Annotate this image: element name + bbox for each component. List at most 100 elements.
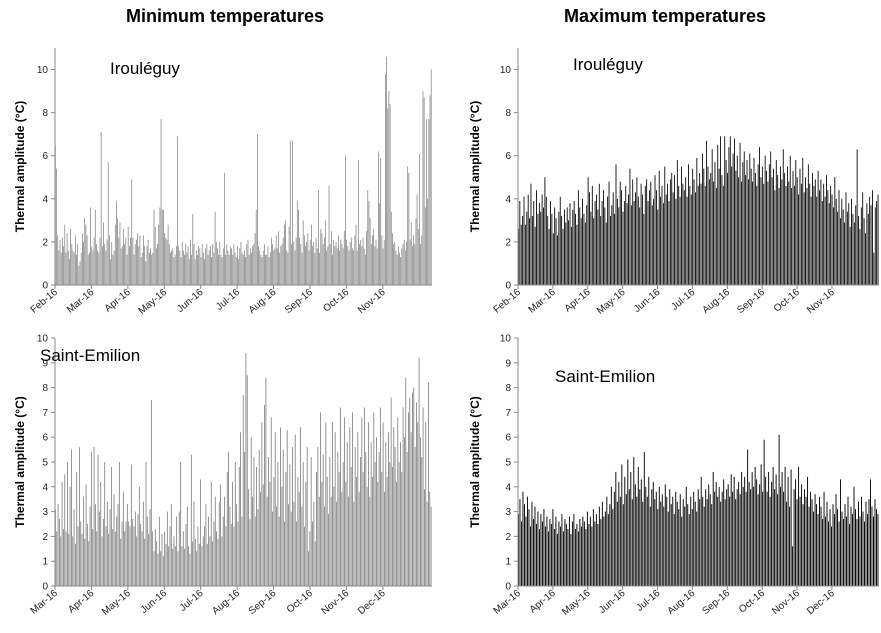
bar <box>540 211 542 285</box>
bar <box>59 239 61 285</box>
bar <box>232 254 234 285</box>
bar <box>873 252 875 285</box>
x-tick-label: Aug-16 <box>247 287 279 316</box>
bar <box>750 168 752 285</box>
bar <box>726 489 728 586</box>
bar <box>771 481 773 586</box>
bar <box>114 224 116 285</box>
bar <box>589 516 591 586</box>
bar <box>650 181 652 285</box>
bar <box>394 241 396 285</box>
bar <box>301 252 303 285</box>
bar <box>194 538 196 586</box>
bar <box>248 254 250 285</box>
bar <box>804 489 806 586</box>
bar <box>715 188 717 285</box>
bar <box>392 233 393 285</box>
y-tick-label: 0 <box>42 582 48 593</box>
bar <box>612 509 614 586</box>
bar <box>863 218 865 285</box>
bar <box>66 462 68 586</box>
bar <box>636 177 638 285</box>
bar <box>161 209 163 285</box>
bar <box>780 486 782 586</box>
bar <box>796 177 798 285</box>
bar <box>150 248 151 285</box>
bar <box>242 254 244 285</box>
bar <box>631 499 633 586</box>
bar <box>106 239 108 285</box>
bar <box>869 196 871 285</box>
bar <box>368 422 369 586</box>
bar <box>273 250 275 285</box>
bar <box>170 252 171 285</box>
bar <box>338 471 340 586</box>
bar <box>113 250 115 285</box>
bar <box>337 452 339 586</box>
bar <box>282 449 284 586</box>
bar <box>843 519 844 586</box>
bar <box>834 177 836 285</box>
bar <box>382 248 384 285</box>
bar <box>221 256 223 285</box>
bar <box>660 196 662 285</box>
bar <box>598 183 600 285</box>
bar <box>347 246 349 285</box>
bar <box>523 196 525 285</box>
bar <box>109 235 110 285</box>
bar <box>661 185 663 285</box>
bar <box>196 551 198 586</box>
bar <box>321 233 323 285</box>
bar <box>720 136 721 285</box>
bar <box>296 200 298 285</box>
bar <box>182 531 184 586</box>
bar-series <box>518 434 879 586</box>
bar <box>422 91 424 285</box>
bar <box>213 521 215 586</box>
bar <box>234 462 236 586</box>
bar <box>570 533 572 586</box>
bar <box>608 181 610 285</box>
bar <box>562 228 564 285</box>
bar <box>778 188 780 285</box>
bar <box>541 194 543 285</box>
bar <box>268 256 270 285</box>
bar <box>360 239 362 285</box>
bar <box>668 200 670 285</box>
bar <box>605 222 607 285</box>
bar <box>89 506 91 586</box>
y-tick-label: 8 <box>505 383 511 394</box>
bar <box>166 511 168 586</box>
bar <box>395 250 397 285</box>
bar <box>549 519 551 586</box>
bar <box>309 239 311 285</box>
bar <box>149 509 151 586</box>
bar <box>738 481 740 586</box>
bar <box>585 528 587 586</box>
bar <box>375 239 377 285</box>
bar <box>228 452 230 586</box>
bar <box>169 526 171 586</box>
bar <box>777 494 779 586</box>
bar <box>133 254 135 285</box>
site-label: Irouléguy <box>573 55 643 74</box>
bar <box>592 509 594 586</box>
bar <box>84 218 86 285</box>
bar <box>71 244 73 285</box>
bar <box>840 479 841 586</box>
bar <box>759 147 760 285</box>
bar <box>727 172 728 285</box>
bar <box>687 504 689 586</box>
bar <box>137 233 138 285</box>
bar <box>814 179 816 285</box>
x-tick-label: Apr-16 <box>66 588 96 616</box>
bar <box>224 496 226 586</box>
bar <box>204 259 205 285</box>
bar <box>600 216 602 285</box>
bar <box>244 452 245 586</box>
bar <box>317 447 319 586</box>
bar <box>421 235 423 285</box>
x-tick-label: Aug-16 <box>666 588 698 617</box>
bar <box>113 494 115 586</box>
bar <box>253 244 255 285</box>
